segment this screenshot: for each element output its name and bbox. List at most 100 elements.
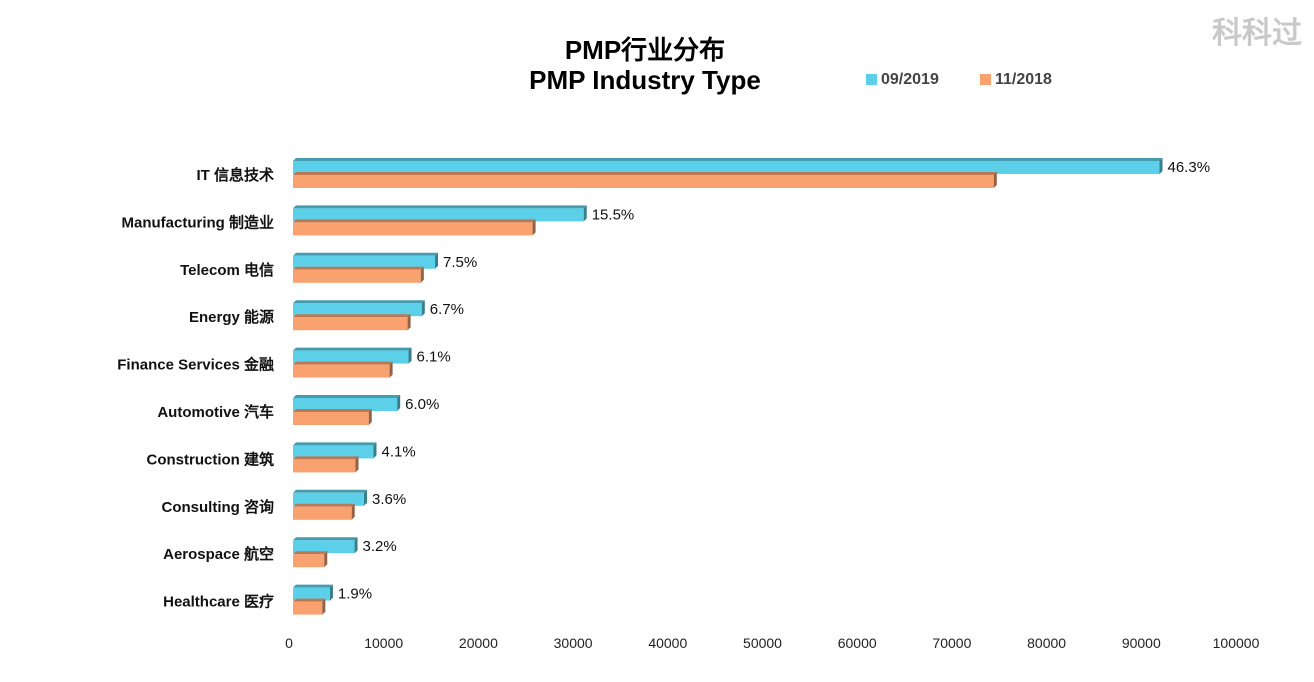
x-tick-label: 20000 — [459, 635, 498, 651]
bar-2019-top — [293, 347, 412, 351]
category-label: Telecom 电信 — [180, 261, 274, 279]
category-label: IT 信息技术 — [197, 166, 275, 184]
bar-2018-top — [293, 409, 372, 412]
bar-2018-top — [293, 266, 424, 270]
bar-2018-top — [293, 314, 411, 318]
data-label: 3.6% — [372, 491, 406, 508]
x-tick-label: 10000 — [364, 635, 403, 651]
bar-2019-side — [421, 300, 425, 317]
data-label: 7.5% — [443, 254, 477, 271]
bar-2018-top — [293, 219, 536, 223]
x-tick-label: 60000 — [838, 635, 877, 651]
category-label: Aerospace 航空 — [163, 545, 274, 563]
bar-2019 — [293, 587, 330, 601]
bar-2018 — [293, 317, 408, 331]
bar-2019 — [293, 540, 355, 554]
data-label: 6.1% — [417, 349, 451, 366]
bar-2018 — [293, 459, 356, 473]
bar-2018-top — [293, 551, 328, 555]
bar-2019 — [293, 255, 436, 269]
bar-2018 — [293, 412, 369, 425]
bar-2019-top — [293, 158, 1163, 161]
bar-2019-top — [293, 205, 587, 209]
chart-title: PMP行业分布 — [564, 35, 726, 65]
bar-2019-top — [293, 395, 401, 398]
bar-2018-side — [407, 314, 411, 331]
legend-label-2018: 11/2018 — [995, 71, 1052, 88]
bar-2019-side — [1159, 158, 1163, 174]
bar-2018-side — [532, 219, 536, 236]
bar-2019-side — [329, 584, 333, 601]
bar-2018 — [293, 175, 994, 188]
bar-2019-top — [293, 252, 439, 256]
bar-2019-top — [293, 300, 425, 304]
bar-2019 — [293, 161, 1160, 174]
legend-item-2019: 09/2019 — [866, 71, 939, 89]
category-label: Finance Services 金融 — [117, 356, 274, 374]
bar-2019-side — [364, 489, 368, 506]
bar-2018-side — [420, 266, 424, 283]
category-label: Construction 建筑 — [147, 450, 275, 468]
x-tick-label: 30000 — [554, 635, 593, 651]
bar-2019-side — [408, 347, 412, 364]
data-label: 3.2% — [363, 538, 397, 555]
bar-2019-side — [373, 442, 377, 459]
category-label: Energy 能源 — [189, 308, 274, 326]
bar-2018-side — [324, 551, 328, 568]
bar-2018-side — [322, 598, 326, 615]
bar-2019 — [293, 350, 409, 364]
bar-2019-top — [293, 489, 368, 493]
bar-2018-side — [389, 361, 393, 378]
bar-2018 — [293, 601, 323, 615]
bar-2018-top — [293, 503, 355, 507]
bar-2019-side — [354, 537, 358, 554]
bar-2019-top — [293, 584, 333, 588]
bar-2019 — [293, 303, 422, 317]
bar-2019 — [293, 492, 365, 506]
bar-2019-top — [293, 442, 377, 446]
bar-2018 — [293, 506, 352, 520]
x-tick-label: 0 — [285, 635, 293, 651]
bar-2018 — [293, 364, 390, 378]
x-tick-label: 50000 — [743, 635, 782, 651]
bar-2018-side — [355, 456, 359, 473]
category-label: Consulting 咨询 — [162, 498, 275, 516]
legend-item-2018: 11/2018 — [980, 71, 1052, 89]
data-label: 15.5% — [592, 206, 635, 223]
bar-2018-side — [351, 503, 355, 520]
bar-2018-top — [293, 361, 393, 365]
legend-label-2019: 09/2019 — [881, 71, 939, 88]
bar-2019 — [293, 445, 374, 459]
bar-2018-top — [293, 172, 997, 175]
data-label: 46.3% — [1168, 159, 1211, 176]
bar-2019-side — [397, 395, 401, 411]
data-label: 4.1% — [381, 443, 415, 460]
category-label: Automotive 汽车 — [157, 403, 274, 421]
bar-2018-side — [368, 409, 372, 425]
category-label: Healthcare 医疗 — [163, 593, 274, 611]
data-label: 6.7% — [430, 301, 464, 318]
x-tick-label: 80000 — [1027, 635, 1066, 651]
bar-2018 — [293, 222, 533, 236]
bar-2018 — [293, 269, 421, 283]
x-tick-label: 70000 — [932, 635, 971, 651]
category-label: Manufacturing 制造业 — [122, 213, 275, 231]
bar-2019-top — [293, 537, 358, 541]
bar-2018-top — [293, 598, 326, 602]
data-label: 6.0% — [405, 396, 439, 413]
watermark: 科科过 — [1212, 16, 1302, 51]
x-tick-label: 40000 — [648, 635, 687, 651]
bar-2018-top — [293, 456, 359, 460]
bar-2019-side — [583, 205, 587, 222]
legend-swatch-2018 — [980, 74, 991, 85]
chart-subtitle: PMP Industry Type — [529, 65, 761, 95]
bar-2019 — [293, 208, 584, 222]
bar-2019 — [293, 398, 398, 411]
x-tick-label: 90000 — [1122, 635, 1161, 651]
data-label: 1.9% — [338, 586, 372, 603]
legend-swatch-2019 — [866, 74, 877, 85]
bar-2018-side — [993, 172, 997, 188]
bar-2018 — [293, 554, 325, 568]
x-tick-label: 100000 — [1213, 635, 1260, 651]
